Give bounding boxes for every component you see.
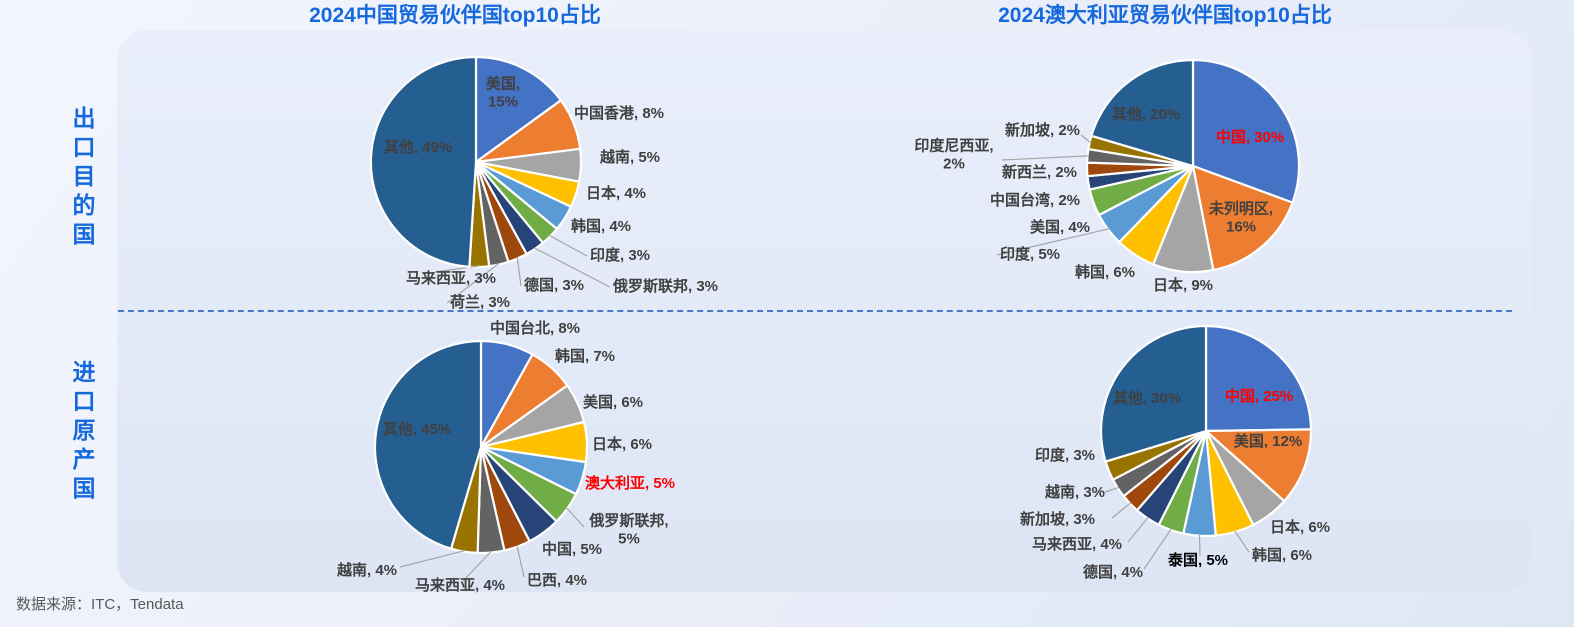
leader-line (1234, 530, 1250, 553)
slice-label-越南: 越南, 3% (1045, 483, 1106, 501)
slice-label-其他: 其他, 20% (1111, 105, 1181, 123)
slice-label-中国: 中国, 25% (1224, 387, 1294, 405)
leader-line (1198, 534, 1201, 557)
pie-svg (369, 55, 611, 304)
leader-line (516, 257, 522, 287)
slice-label-俄罗斯联邦: 俄罗斯联邦, 3% (613, 277, 719, 295)
slice-label-韩国: 韩国, 7% (555, 347, 616, 365)
slice-label-印度: 印度, 5% (1000, 245, 1061, 263)
row-label-import: 进口原产国 (69, 360, 95, 505)
leader-line (434, 265, 480, 273)
slice-label-中国香港: 中国香港, 8% (574, 104, 665, 122)
pie-slice-其他 (1090, 58, 1195, 168)
slice-label-马来西亚: 马来西亚, 4% (1032, 535, 1123, 553)
slice-label-荷兰: 荷兰, 3% (450, 293, 511, 311)
leader-line (1104, 487, 1119, 493)
pie-chart-australia-export: 中国, 30% 未列明区, 16% 日本, 9% 韩国, 6% 印度, 5% 美国, 4% 中… (860, 40, 1390, 330)
slice-label-未列明区: 未列明区, 16% (1208, 200, 1274, 236)
leader-line (446, 263, 500, 304)
pie-slice-中国 (1204, 324, 1313, 433)
slice-label-印度尼西亚: 印度尼西亚, 2% (914, 137, 994, 173)
slice-label-巴西: 巴西, 4% (527, 571, 588, 589)
pie-slice-美国 (1204, 428, 1313, 503)
pie-slice-美国 (474, 55, 562, 164)
slice-label-其他: 其他, 45% (382, 420, 452, 438)
leader-line (1127, 517, 1149, 543)
slice-label-中国: 中国, 5% (542, 540, 603, 558)
leader-line (996, 228, 1110, 256)
slice-label-美国: 美国, 15% (485, 75, 521, 111)
pie-slice-未列明区 (1191, 164, 1294, 272)
leader-line (1143, 528, 1172, 570)
slice-label-新西兰: 新西兰, 2% (1002, 163, 1078, 181)
slice-label-越南: 越南, 4% (337, 561, 398, 579)
slice-label-印度: 印度, 3% (1035, 446, 1096, 464)
pie-svg (1099, 324, 1313, 570)
leader-line (549, 234, 588, 257)
leader-line (1080, 134, 1091, 144)
pie-chart-china-import: 中国台北, 8% 韩国, 7% 美国, 6% 日本, 6% 澳大利亚, 5% 俄罗斯联邦,… (300, 315, 790, 605)
section-divider (118, 310, 1512, 312)
slice-label-日本: 日本, 6% (592, 435, 653, 453)
chart-title-australia-export: 2024澳大利亚贸易伙伴国top10占比 (998, 4, 1332, 27)
slice-label-德国: 德国, 3% (524, 276, 585, 294)
pie-slice-其他 (373, 339, 483, 550)
slice-label-中国: 中国, 30% (1215, 128, 1285, 146)
slice-label-中国台北: 中国台北, 8% (490, 319, 581, 337)
leader-line (1111, 502, 1132, 519)
pie-slice-中国 (1191, 58, 1301, 204)
slice-label-韩国: 韩国, 4% (571, 217, 632, 235)
slice-label-俄罗斯联邦: 俄罗斯联邦, 5% (589, 512, 669, 548)
data-source: 数据来源：ITC，Tendata (16, 596, 184, 613)
slice-label-日本: 日本, 4% (586, 184, 647, 202)
pie-chart-china-export: 美国, 15% 中国香港, 8% 越南, 5% 日本, 4% 韩国, 4% 印度, 3% 俄罗… (260, 40, 760, 330)
slice-label-泰国: 泰国, 5% (1168, 551, 1229, 569)
slice-label-美国: 美国, 4% (1030, 218, 1091, 236)
slice-label-其他: 其他, 30% (1112, 389, 1182, 407)
pie-svg (373, 339, 589, 582)
slice-label-马来西亚: 马来西亚, 3% (406, 269, 497, 287)
slice-label-新加坡: 新加坡, 3% (1020, 510, 1096, 528)
slice-label-其他: 其他, 49% (383, 138, 453, 156)
leader-line (534, 247, 611, 288)
slice-label-马来西亚: 马来西亚, 4% (415, 576, 506, 594)
slice-label-新加坡: 新加坡, 2% (1005, 121, 1081, 139)
row-label-export: 出口目的国 (69, 106, 95, 251)
slice-label-印度: 印度, 3% (590, 246, 651, 264)
leader-line (399, 550, 465, 568)
slice-label-韩国: 韩国, 6% (1252, 546, 1313, 564)
slice-label-澳大利亚: 澳大利亚, 5% (585, 474, 676, 492)
slice-label-越南: 越南, 5% (600, 148, 661, 166)
leader-line (566, 507, 585, 528)
chart-title-china-export: 2024中国贸易伙伴国top10占比 (309, 4, 601, 27)
pie-slice-其他 (1099, 324, 1208, 463)
slice-label-美国: 美国, 6% (583, 393, 644, 411)
slice-label-中国台湾: 中国台湾, 2% (990, 191, 1081, 209)
slice-label-日本: 日本, 6% (1270, 518, 1331, 536)
leader-line (516, 545, 525, 578)
pie-svg (996, 58, 1301, 274)
leader-line (1001, 155, 1089, 161)
slice-label-德国: 德国, 4% (1083, 563, 1144, 581)
leader-line (462, 551, 492, 582)
pie-chart-australia-import: 中国, 25% 美国, 12% 日本, 6% 韩国, 6% 泰国, 5% 德国, 4% 马来… (960, 320, 1400, 605)
slice-label-日本: 日本, 9% (1153, 276, 1214, 294)
slice-label-美国: 美国, 12% (1233, 432, 1303, 450)
pie-slice-其他 (369, 55, 478, 268)
slice-label-韩国: 韩国, 6% (1075, 263, 1136, 281)
